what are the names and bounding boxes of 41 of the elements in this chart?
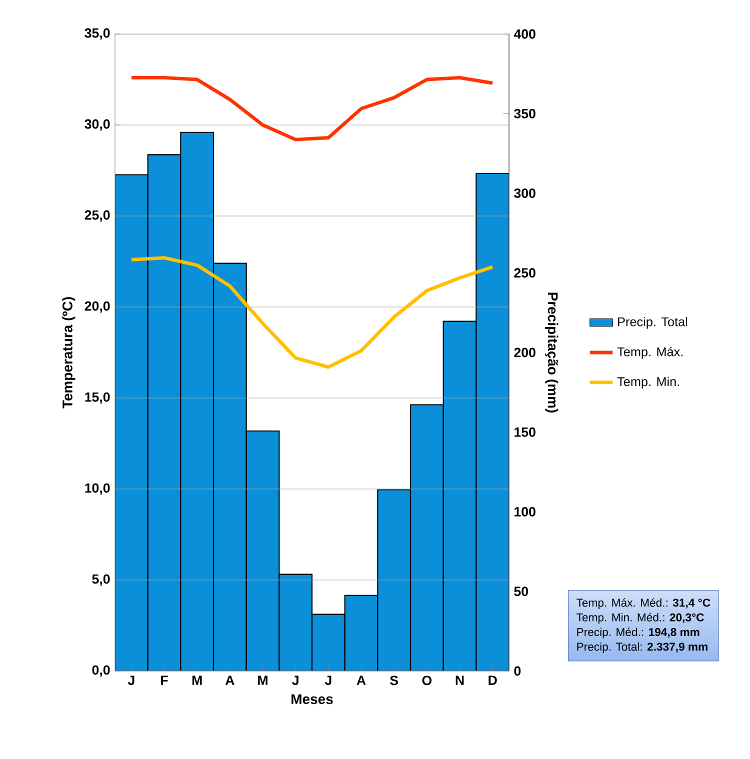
legend-label: Precip. Total [618, 316, 688, 329]
x-tick-label: O [422, 676, 432, 686]
y-axis-title: Temperatura (ºC) [62, 297, 76, 408]
line-series [130, 76, 494, 142]
y-tick-label: 10,0 [85, 483, 110, 495]
x-tick-label: M [192, 676, 202, 685]
y2-tick-label: 350 [514, 108, 536, 118]
y-tick-label: 25,0 [84, 210, 110, 222]
y2-tick-label: 200 [514, 348, 536, 358]
y-tick-label: 0,0 [92, 665, 110, 677]
text: Temp. Min. Méd.: 20,3°C [576, 612, 704, 624]
y2-tick-label: 150 [514, 427, 536, 437]
line-series [130, 256, 494, 369]
y-tick-label: 35,0 [84, 28, 110, 40]
y-tick-label: 15,0 [85, 392, 110, 404]
text: Precip. Total: 2.337,9 mm [577, 642, 708, 653]
x-tick-label: N [456, 676, 464, 685]
y-tick-label: 20,0 [84, 301, 110, 313]
text: Temp. Máx. Méd.: 31,4 °C [576, 598, 710, 609]
y-tick-label: 5,0 [92, 574, 110, 586]
x-tick-label: A [356, 676, 366, 685]
x-tick-label: A [225, 676, 234, 685]
x-tick-label: J [292, 676, 298, 686]
x-tick-label: J [128, 676, 134, 686]
y2-axis-title: Precipitação (mm) [545, 292, 558, 412]
text: Precip. Méd.: 194,8 mm [577, 628, 700, 638]
y2-tick-label: 0 [514, 666, 521, 676]
x-tick-label: J [324, 676, 332, 686]
x-tick-label: F [161, 676, 168, 685]
x-tick-label: S [390, 676, 398, 686]
y2-tick-label: 100 [514, 507, 536, 516]
y-tick-label: 30,0 [84, 119, 110, 131]
x-axis-title: Meses [292, 694, 333, 704]
y2-tick-label: 300 [514, 188, 536, 198]
y2-tick-label: 400 [514, 29, 536, 39]
x-tick-label: M [258, 676, 268, 685]
y2-tick-label: 50 [514, 586, 528, 596]
legend-label: Temp. Min. [617, 376, 679, 389]
x-tick-label: D [488, 676, 497, 685]
legend-label: Temp. Máx. [617, 346, 682, 359]
y2-tick-label: 250 [514, 268, 536, 278]
